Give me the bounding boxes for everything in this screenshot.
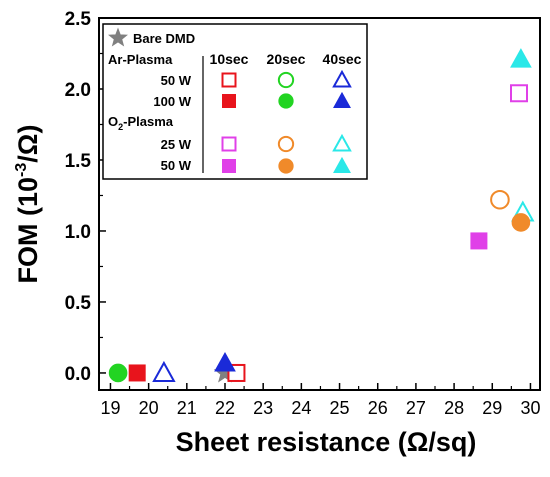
legend-marker-triangle <box>332 69 352 88</box>
y-tick-label: 2.0 <box>65 80 91 101</box>
y-axis-label: FOM (10-3/Ω) <box>13 125 43 284</box>
legend-marker-circle <box>277 71 295 89</box>
data-point-circle <box>490 189 510 210</box>
legend-ar-plasma-label: Ar-Plasma <box>108 52 173 67</box>
legend-time-10: 10sec <box>210 51 249 67</box>
x-tick-label: 30 <box>520 398 540 418</box>
data-point-triangle <box>152 360 176 382</box>
data-point-triangle <box>510 48 532 68</box>
legend-marker-circle <box>277 135 295 153</box>
legend-markers <box>108 27 352 174</box>
legend-o2-sub: 2 <box>118 122 123 132</box>
legend-row-ar-100w: 100 W <box>153 94 191 109</box>
legend-marker-triangle <box>332 133 352 152</box>
legend-o2-tail: -Plasma <box>123 114 174 129</box>
legend-marker-square <box>222 159 236 173</box>
y-label-main: FOM (10 <box>13 177 43 284</box>
x-tick-label: 27 <box>406 398 426 418</box>
legend-o2-plasma-label: O2-Plasma <box>108 114 174 132</box>
x-axis-label: Sheet resistance (Ω/sq) <box>176 427 477 457</box>
data-point-square <box>128 364 146 382</box>
y-tick-label: 0.5 <box>65 293 92 314</box>
x-tick-label: 25 <box>330 398 350 418</box>
data-point-square <box>510 84 528 103</box>
legend-row-o2-25w: 25 W <box>161 137 192 152</box>
x-tick-label: 19 <box>100 398 120 418</box>
legend-row-ar-50w: 50 W <box>161 73 192 88</box>
x-tick-label: 26 <box>368 398 388 418</box>
x-tick-label: 23 <box>253 398 273 418</box>
legend-marker-square <box>222 94 236 108</box>
data-point-triangle <box>214 351 236 372</box>
y-label-exp: -3 <box>13 163 30 177</box>
legend-o2-main: O <box>108 114 118 129</box>
legend-bare-label: Bare DMD <box>133 31 195 46</box>
x-tick-label: 21 <box>177 398 197 418</box>
legend-time-20: 20sec <box>267 51 306 67</box>
y-tick-label: 2.5 <box>65 9 92 30</box>
data-point-square <box>470 232 488 250</box>
y-tick-label: 0.0 <box>65 364 91 385</box>
data-point-circle <box>108 363 128 383</box>
data-point-circle <box>511 213 531 232</box>
y-tick-label: 1.5 <box>65 151 92 172</box>
legend-time-40: 40sec <box>323 51 362 67</box>
x-tick-label: 20 <box>139 398 159 418</box>
x-tick-label: 24 <box>291 398 311 418</box>
y-label-tail: /Ω) <box>13 125 43 163</box>
plot-frame <box>98 17 541 391</box>
legend-row-o2-50w: 50 W <box>161 158 192 173</box>
x-tick-label: 22 <box>215 398 235 418</box>
axis-ticks: 19 20 21 22 23 24 25 26 27 28 29 30 0.0 0.5 1.0 1.5 2.0 2… <box>65 9 541 418</box>
data-points <box>108 48 535 383</box>
legend-marker-star <box>108 27 128 47</box>
legend-marker-square <box>221 136 237 152</box>
legend-marker-circle <box>278 158 294 174</box>
legend-marker-triangle <box>333 91 351 108</box>
legend-marker-triangle <box>333 156 351 173</box>
y-tick-label: 1.0 <box>65 222 91 243</box>
x-tick-label: 28 <box>444 398 464 418</box>
legend-marker-square <box>221 72 237 88</box>
x-tick-label: 29 <box>482 398 502 418</box>
legend: Bare DMD 10sec 20sec 40sec Ar-Plasma 50 … <box>102 23 368 180</box>
legend-marker-circle <box>278 93 294 109</box>
